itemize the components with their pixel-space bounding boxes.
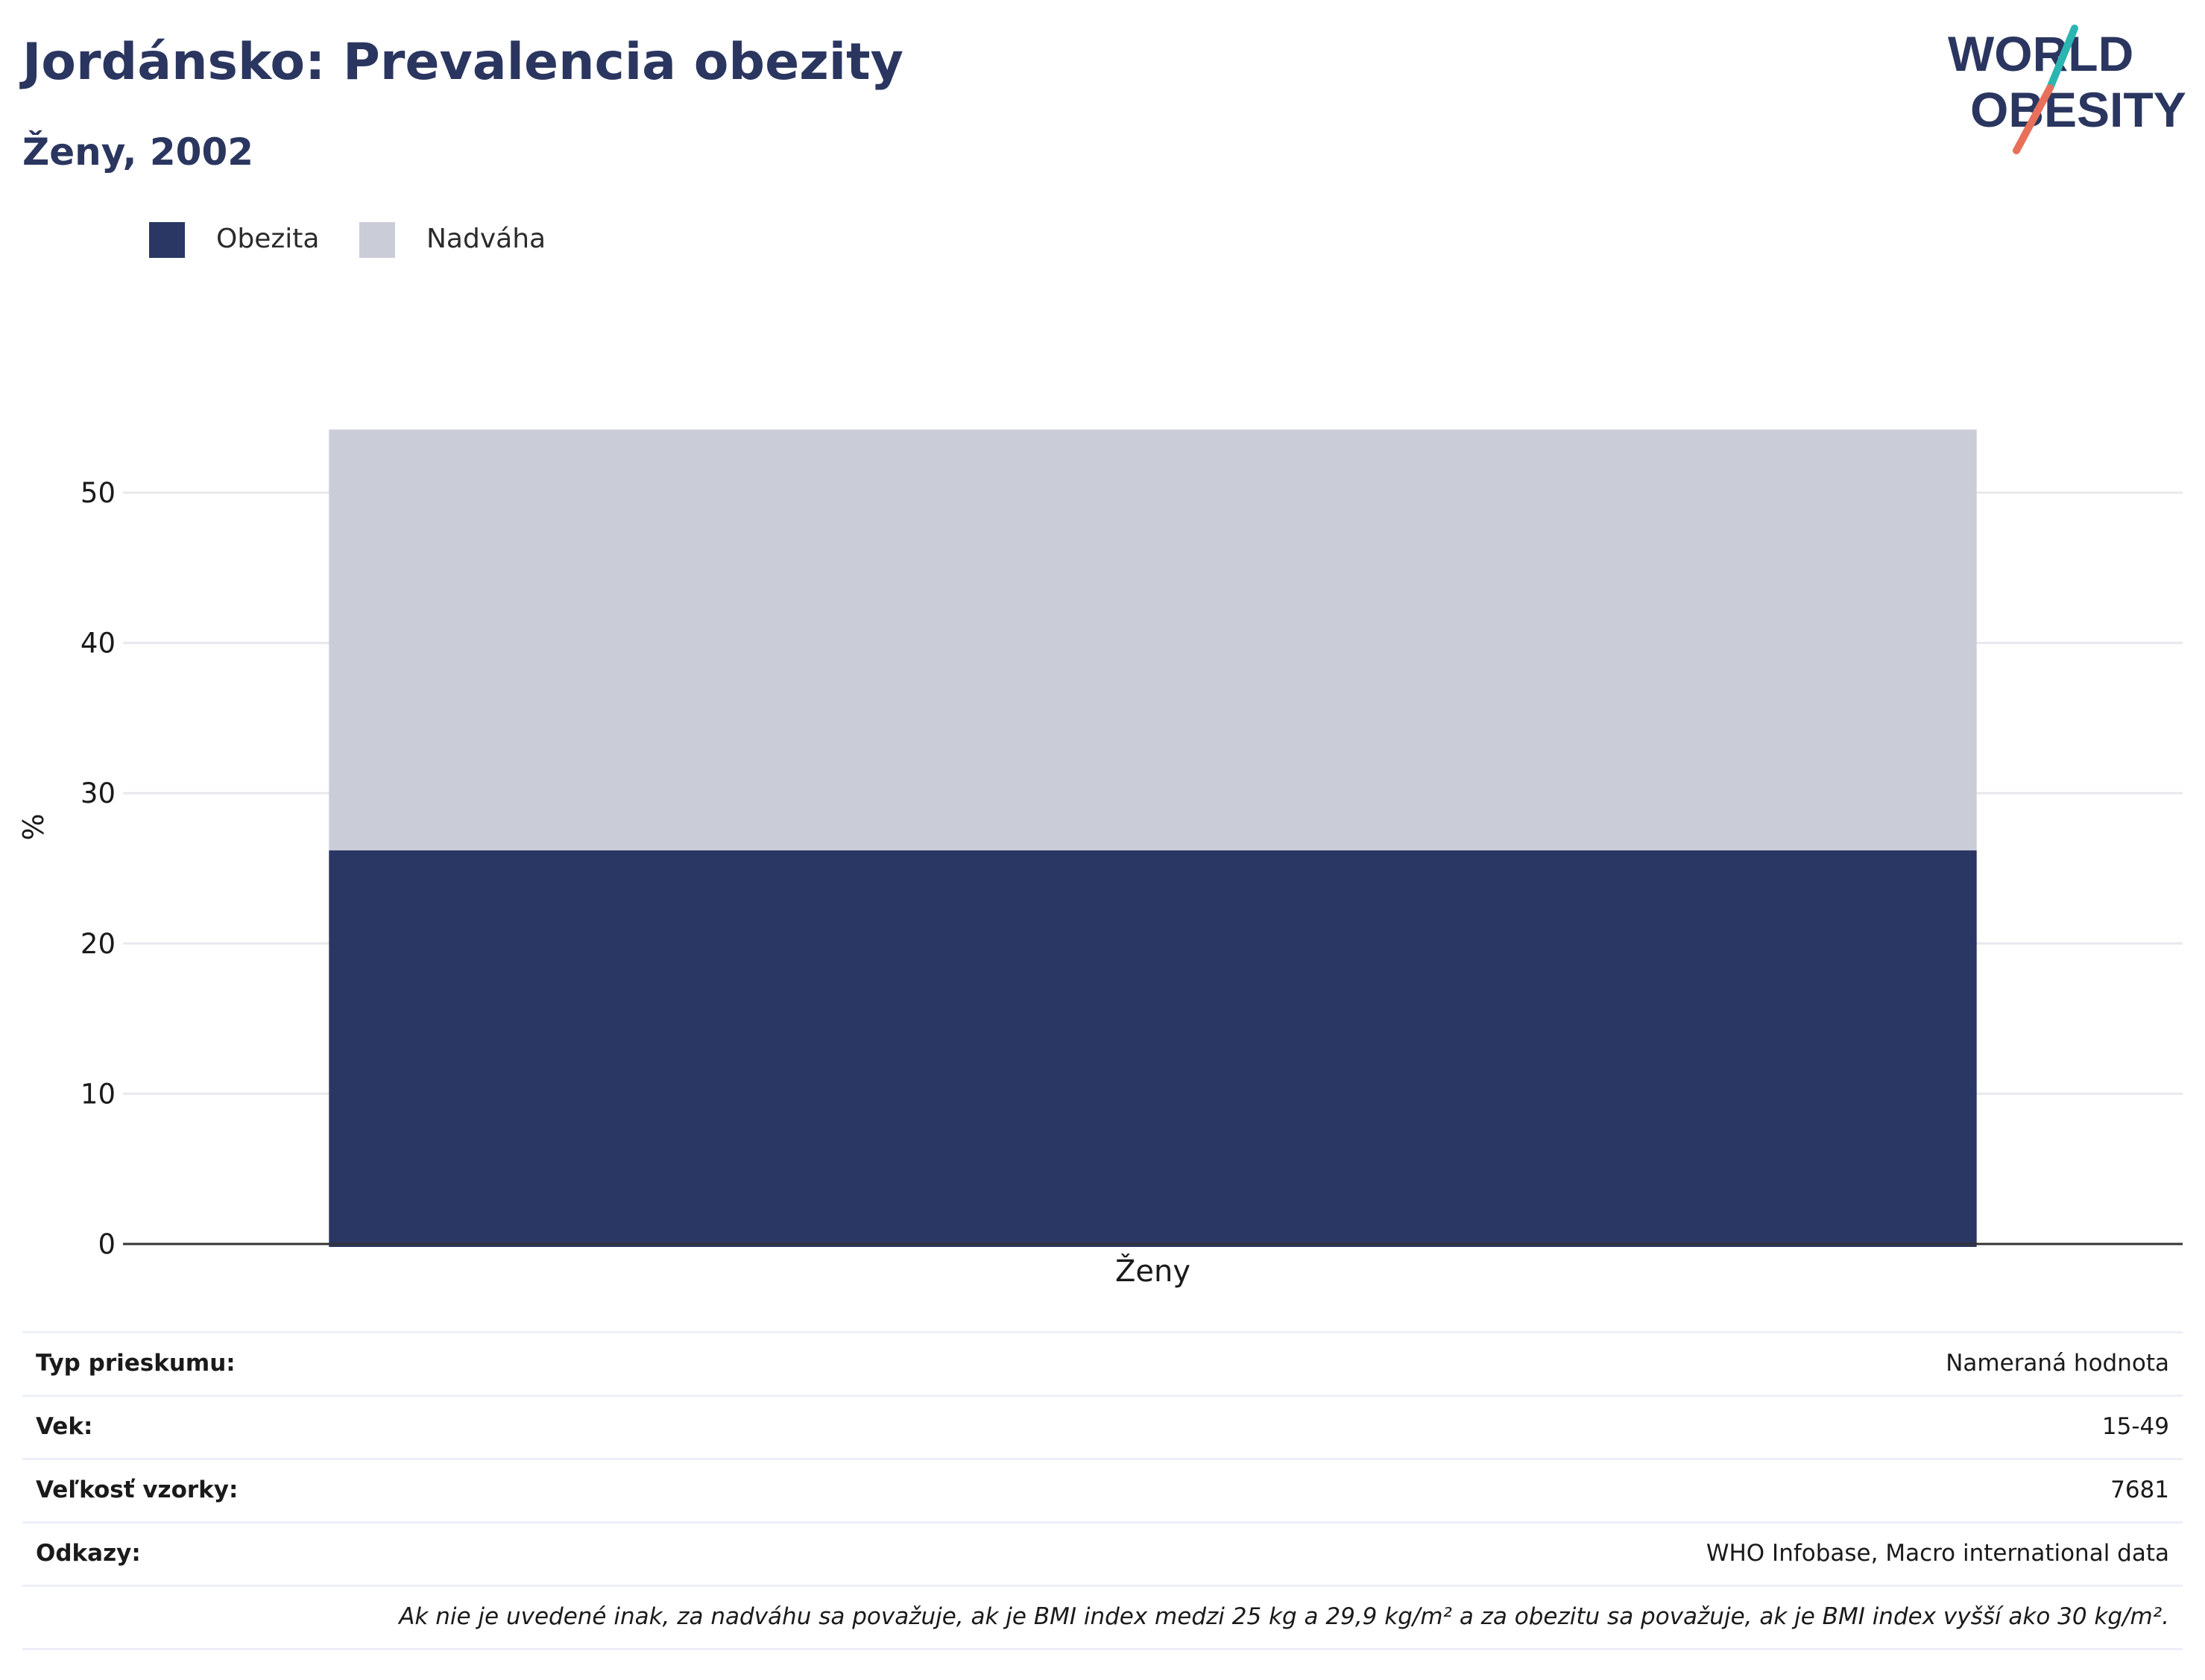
y-tick-label: 50	[81, 477, 116, 509]
info-row-references: Odkazy: WHO Infobase, Macro internationa…	[22, 1521, 2183, 1585]
survey-info-table: Typ prieskumu: Nameraná hodnota Vek: 15-…	[22, 1331, 2183, 1650]
info-label-survey-type: Typ prieskumu:	[36, 1350, 236, 1377]
axis-layer: 0 10 20 30 40 50 Ženy	[81, 477, 2183, 1289]
legend-label-overweight: Nadváha	[426, 224, 546, 254]
info-value-references: WHO Infobase, Macro international data	[1706, 1540, 2169, 1567]
bar-obesity-segment[interactable]	[329, 850, 1977, 1247]
info-row-sample-size: Veľkosť vzorky: 7681	[22, 1458, 2183, 1521]
info-label-references: Odkazy:	[36, 1540, 141, 1567]
info-label-sample-size: Veľkosť vzorky:	[36, 1477, 239, 1503]
y-tick-label: 40	[81, 628, 116, 660]
legend-swatch-overweight	[359, 222, 395, 258]
bar-chart: 0 10 20 30 40 50 Ženy %	[17, 429, 2183, 1289]
x-tick-label: Ženy	[1115, 1253, 1190, 1289]
info-value-survey-type: Nameraná hodnota	[1946, 1350, 2169, 1377]
info-value-age: 15-49	[2101, 1413, 2169, 1440]
y-tick-label: 30	[81, 777, 116, 809]
info-row-age: Vek: 15-49	[22, 1395, 2183, 1458]
info-row-note: Ak nie je uvedené inak, za nadváhu sa po…	[22, 1585, 2183, 1650]
info-label-age: Vek:	[36, 1413, 93, 1440]
bar-overweight-segment[interactable]	[329, 429, 1977, 850]
y-tick-label: 10	[81, 1078, 116, 1110]
bmi-definition-note: Ak nie je uvedené inak, za nadváhu sa po…	[399, 1603, 2169, 1630]
logo-word-obesity: OBESITY	[1970, 82, 2186, 137]
logo-slash-teal	[2046, 25, 2078, 92]
legend-label-obesity: Obezita	[216, 224, 320, 254]
bar-layer	[329, 429, 1977, 1247]
logo-slash-red	[2013, 84, 2054, 154]
y-axis-label: %	[17, 813, 50, 840]
chart-subtitle: Ženy, 2002	[22, 130, 254, 174]
logo-word-world: WORLD	[1948, 26, 2133, 81]
y-tick-label: 0	[98, 1228, 116, 1260]
legend-swatch-obesity	[149, 222, 185, 258]
info-value-sample-size: 7681	[2110, 1477, 2169, 1503]
y-tick-label: 20	[81, 928, 116, 960]
info-row-survey-type: Typ prieskumu: Nameraná hodnota	[22, 1331, 2183, 1395]
chart-title: Jordánsko: Prevalencia obezity	[22, 33, 903, 92]
world-obesity-logo: WORLD OBESITY	[1948, 25, 2186, 154]
